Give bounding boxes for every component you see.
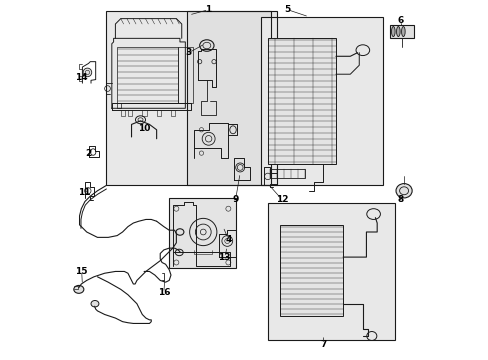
Bar bbox=[280, 225, 343, 316]
Text: 4: 4 bbox=[224, 235, 231, 244]
Text: 8: 8 bbox=[397, 195, 403, 204]
Bar bbox=[260, 17, 382, 185]
Text: 6: 6 bbox=[397, 16, 403, 25]
Bar bbox=[178, 47, 192, 103]
Bar bbox=[106, 12, 276, 185]
Text: 16: 16 bbox=[157, 288, 170, 297]
Text: 15: 15 bbox=[75, 267, 88, 276]
Ellipse shape bbox=[395, 184, 411, 198]
Bar bbox=[267, 203, 394, 339]
Ellipse shape bbox=[396, 27, 399, 37]
Bar bbox=[187, 12, 271, 185]
Ellipse shape bbox=[391, 27, 394, 37]
Ellipse shape bbox=[401, 27, 405, 37]
Text: 12: 12 bbox=[275, 195, 288, 204]
Bar bbox=[260, 17, 382, 185]
Bar bbox=[187, 12, 271, 185]
Bar bbox=[169, 198, 235, 268]
Bar bbox=[389, 25, 413, 39]
Text: 1: 1 bbox=[205, 5, 211, 14]
Bar bbox=[106, 12, 276, 185]
Bar bbox=[117, 47, 178, 103]
Circle shape bbox=[83, 68, 92, 77]
Bar bbox=[269, 169, 305, 178]
Text: 3: 3 bbox=[185, 48, 192, 57]
Circle shape bbox=[189, 219, 217, 246]
Ellipse shape bbox=[175, 249, 183, 256]
Text: 11: 11 bbox=[78, 188, 90, 197]
Bar bbox=[169, 198, 235, 268]
Text: 7: 7 bbox=[320, 340, 326, 349]
Ellipse shape bbox=[91, 301, 99, 307]
Text: 13: 13 bbox=[218, 253, 230, 262]
Text: 9: 9 bbox=[232, 195, 238, 204]
Ellipse shape bbox=[176, 229, 183, 235]
Bar bbox=[267, 39, 335, 164]
Bar bbox=[267, 203, 394, 339]
Text: 14: 14 bbox=[75, 73, 88, 82]
Ellipse shape bbox=[74, 285, 83, 293]
Text: 10: 10 bbox=[138, 123, 150, 132]
Text: 5: 5 bbox=[284, 5, 290, 14]
Text: 2: 2 bbox=[85, 149, 91, 158]
